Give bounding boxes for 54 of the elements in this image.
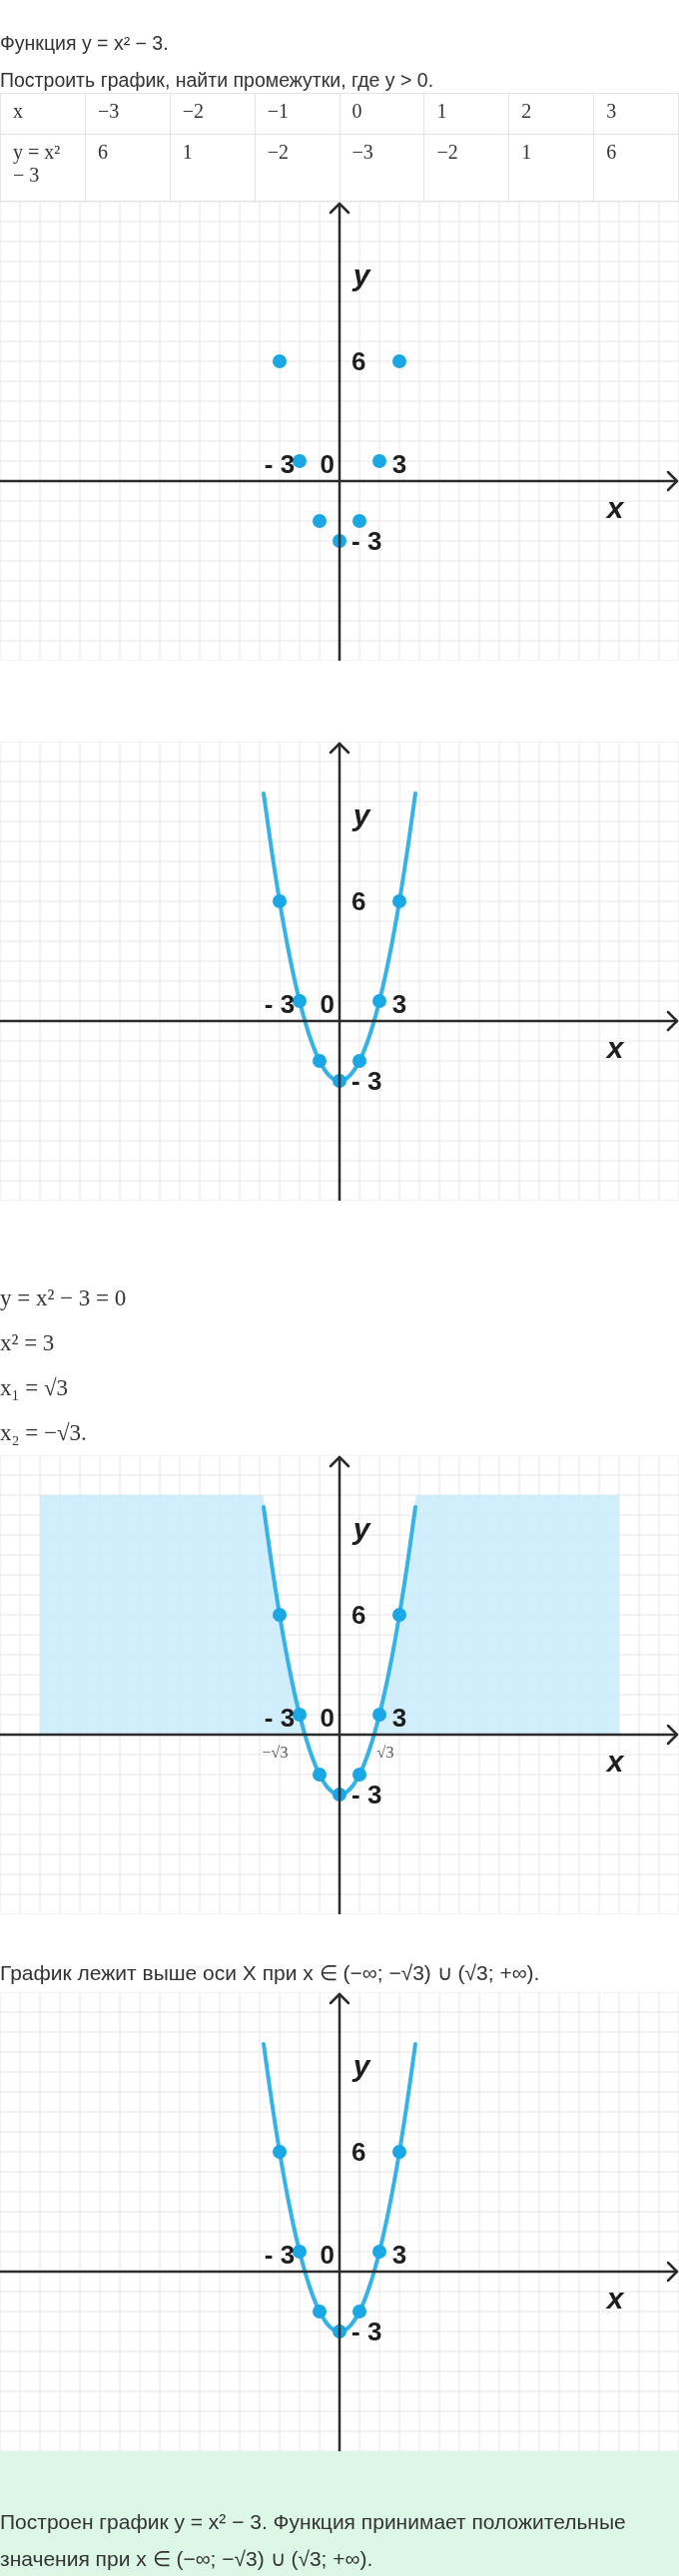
- y-tick-label: 6: [351, 1600, 366, 1630]
- y-tick-label: - 3: [351, 1066, 382, 1096]
- text: 1: [423, 93, 509, 135]
- text: 0: [340, 93, 424, 135]
- text: −2: [255, 134, 340, 202]
- annotation: √3: [376, 1743, 394, 1761]
- x-tick-label: 0: [320, 2240, 335, 2270]
- text: −1: [255, 93, 340, 135]
- text: −2: [170, 93, 256, 135]
- text: 1: [508, 134, 594, 202]
- x-tick-label: 3: [391, 2240, 407, 2270]
- y-tick-label: 6: [351, 2137, 366, 2167]
- x-tick-label: - 3: [264, 1703, 296, 1733]
- x-tick-label: 0: [320, 449, 335, 479]
- text: −2: [423, 134, 509, 202]
- x-axis-title: x: [604, 1744, 625, 1778]
- text: −3: [85, 93, 171, 135]
- text: x₂ = −√3.: [0, 1419, 88, 1447]
- y-axis-title: y: [350, 1511, 371, 1545]
- y-tick-label: - 3: [351, 2317, 382, 2346]
- text: y = x² − 3 = 0: [0, 1285, 128, 1312]
- y-tick-label: 6: [351, 346, 366, 376]
- text: x₁ = √3: [0, 1374, 70, 1402]
- x-axis-title: x: [604, 1030, 625, 1064]
- annotation: −√3: [262, 1743, 289, 1761]
- y-axis-title: y: [350, 258, 371, 291]
- x-tick-label: - 3: [264, 989, 296, 1019]
- text: 6: [85, 134, 171, 202]
- text: 3: [593, 93, 679, 135]
- x-axis-title: x: [604, 2281, 625, 2315]
- text: x: [0, 93, 86, 135]
- text: Построен график y = x² − 3. Функция принимает положительные значения при x ∈ (−∞; −√3) ∪ (√3; +∞).: [0, 2509, 627, 2572]
- y-axis-title: y: [350, 797, 371, 831]
- text: 2: [508, 93, 594, 135]
- x-tick-label: 0: [320, 1703, 335, 1733]
- text: y = x² − 3: [0, 134, 86, 202]
- y-tick-label: - 3: [351, 1780, 382, 1809]
- y-axis-title: y: [350, 2048, 371, 2082]
- text: Функция y = x² − 3.: [0, 31, 170, 56]
- x-tick-label: 3: [391, 449, 407, 479]
- text: 6: [593, 134, 679, 202]
- x-tick-label: 3: [391, 1703, 407, 1733]
- y-tick-label: - 3: [351, 526, 382, 556]
- x-tick-label: 0: [320, 989, 335, 1019]
- text: Построить график, найти промежутки, где y > 0.: [0, 68, 435, 93]
- chart-title: График лежит выше оси X при x ∈ (−∞; −√3) ∪ (√3; +∞).: [0, 1960, 541, 1986]
- x-axis-title: x: [604, 490, 625, 524]
- y-tick-label: 6: [351, 886, 366, 916]
- x-tick-label: 3: [391, 989, 407, 1019]
- text: −3: [340, 134, 424, 202]
- text: 1: [170, 134, 256, 202]
- text: x² = 3: [0, 1329, 56, 1357]
- x-tick-label: - 3: [264, 449, 296, 479]
- x-tick-label: - 3: [264, 2240, 296, 2270]
